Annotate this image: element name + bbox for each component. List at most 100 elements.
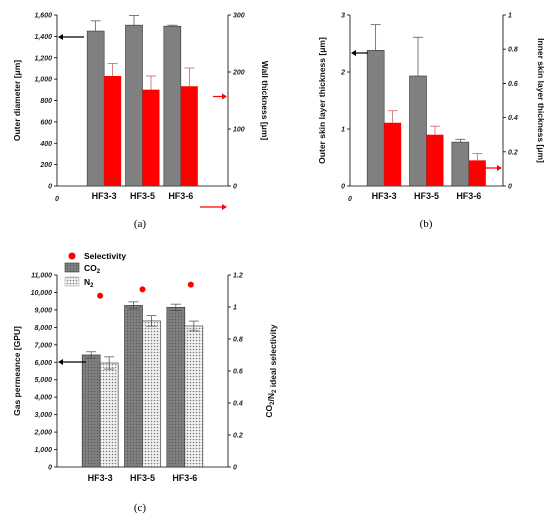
right-axis-arrow — [477, 165, 502, 171]
left-tick-label: 5,000 — [34, 377, 52, 384]
left-tick-label: 0 — [48, 465, 52, 472]
left-axis-title: Outer diameter [μm] — [12, 60, 22, 141]
legend-selectivity-marker — [68, 252, 76, 260]
chart-panel-2: 0 1 2 3 0 0.2 0.4 0.6 0.8 1 0 Outer skin layer thic… — [317, 13, 546, 231]
category-label: HF3-3 — [92, 191, 117, 201]
bar-series-1-hf3-3 — [384, 122, 402, 186]
bar-series-0-hf3-5 — [409, 75, 427, 187]
legend-selectivity-label: Selectivity — [84, 251, 126, 261]
left-tick-label: 0 — [341, 184, 345, 191]
category-label: HF3-6 — [168, 191, 193, 201]
category-label: HF3-6 — [172, 473, 197, 483]
left-tick-label: 9,000 — [34, 307, 52, 314]
right-axis-arrow — [200, 204, 227, 210]
left-axis-arrow — [351, 50, 368, 56]
left-tick-label: 6,000 — [34, 360, 52, 367]
right-tick-label: 0 — [233, 184, 237, 191]
right-tick-label: 0.6 — [508, 81, 518, 88]
right-axis-arrow — [213, 93, 227, 100]
bar-series-1-hf3-6 — [180, 86, 198, 186]
right-tick-label: 0 — [508, 184, 512, 191]
bar-co2-hf3-6 — [166, 306, 186, 468]
left-tick-label: 200 — [39, 162, 52, 169]
left-tick-label: 2,000 — [33, 430, 52, 437]
left-tick-label: 1,200 — [34, 55, 52, 62]
category-label: HF3-3 — [372, 191, 397, 201]
bar-series-0-hf3-5 — [125, 24, 143, 187]
left-tick-label: 3 — [341, 13, 345, 20]
left-tick-label: 11,000 — [31, 273, 52, 280]
chart-panel-3: 0 1,000 2,000 3,000 4,000 5,000 6,000 7,000 8,00… — [12, 204, 278, 514]
right-tick-label: 0.8 — [508, 47, 518, 54]
bar-n2-hf3-3 — [99, 362, 119, 468]
left-axis-arrow — [58, 359, 86, 365]
bar-co2-hf3-3 — [81, 354, 101, 468]
left-tick-label: 3,000 — [34, 412, 52, 419]
selectivity-point-hf3-6 — [187, 281, 194, 288]
selectivity-point-hf3-5 — [139, 286, 146, 293]
right-tick-label: 100 — [233, 127, 245, 134]
right-tick-label: 0.2 — [508, 149, 518, 156]
right-axis-title: Wall thickness [μm] — [260, 61, 270, 141]
legend-co2-label: CO2 — [84, 263, 101, 275]
right-tick-label: 300 — [233, 13, 245, 20]
left-tick-label: 7,000 — [34, 342, 52, 349]
left-tick-label: 4,000 — [33, 395, 52, 402]
right-axis-title: Inner skin layer thickness [μm] — [536, 38, 546, 163]
bar-series-1-hf3-5 — [426, 134, 444, 186]
left-tick-label: 0 — [48, 184, 52, 191]
right-tick-label: 0 — [233, 465, 237, 472]
bar-series-0-hf3-3 — [86, 30, 105, 187]
category-label: HF3-6 — [456, 191, 481, 201]
bar-series-1-hf3-5 — [142, 89, 160, 186]
left-axis-title: Gas permeance [GPU] — [12, 326, 22, 416]
right-tick-label: 0.4 — [233, 401, 243, 408]
left-tick-label: 8,000 — [34, 325, 52, 332]
chart-panel-1: 0 200 400 600 800 1,000 1,200 1,400 1,600 0 100 200… — [12, 13, 270, 231]
category-label: HF3-5 — [130, 473, 155, 483]
category-label: HF3-5 — [130, 191, 155, 201]
bar-series-1-hf3-3 — [104, 75, 122, 186]
right-tick-label: 200 — [232, 70, 245, 77]
right-tick-label: 0.2 — [233, 433, 243, 440]
legend-co2-swatch — [64, 262, 80, 273]
legend-n2-swatch — [64, 276, 80, 287]
left-tick-label: 1,000 — [34, 77, 52, 84]
category-label: HF3-5 — [414, 191, 439, 201]
right-tick-label: 1 — [508, 13, 512, 20]
right-tick-label: 1.2 — [233, 273, 243, 280]
left-tick-label: 1 — [341, 127, 345, 134]
panel-label: (c) — [134, 502, 147, 514]
left-tick-label: 10,000 — [31, 290, 53, 297]
x-origin-label: 0 — [55, 196, 59, 203]
legend-n2-label: N2 — [84, 277, 94, 289]
bar-n2-hf3-6 — [184, 325, 204, 468]
bar-series-0-hf3-3 — [366, 50, 385, 187]
left-axis-arrow — [58, 34, 84, 40]
left-tick-label: 1,000 — [34, 447, 52, 454]
legend: Selectivity CO2 N2 — [64, 251, 126, 289]
x-origin-label: 0 — [348, 196, 352, 203]
right-tick-label: 0.6 — [233, 369, 243, 376]
left-tick-label: 600 — [40, 119, 52, 126]
left-tick-label: 1,600 — [34, 13, 52, 20]
left-tick-label: 2 — [340, 70, 345, 77]
panel-label: (b) — [420, 218, 433, 230]
bar-series-0-hf3-6 — [163, 25, 182, 187]
bar-n2-hf3-5 — [142, 320, 161, 468]
right-axis-title: CO2/N2 ideal selectivity — [264, 324, 278, 417]
right-tick-label: 0.8 — [233, 337, 243, 344]
right-tick-label: 0.4 — [508, 115, 518, 122]
bar-series-1-hf3-6 — [468, 160, 486, 186]
bar-series-0-hf3-6 — [451, 141, 470, 187]
selectivity-point-hf3-3 — [97, 292, 104, 299]
left-tick-label: 400 — [39, 141, 52, 148]
left-tick-label: 1,400 — [34, 34, 52, 41]
panel-label: (a) — [134, 218, 147, 230]
bar-co2-hf3-5 — [124, 305, 143, 468]
chart-layer: 02004006008001,0001,2001,4001,6000100200… — [12, 13, 546, 515]
category-label: HF3-3 — [88, 473, 113, 483]
right-tick-label: 1 — [233, 305, 237, 312]
left-axis-title: Outer skin layer thickness [μm] — [317, 37, 327, 164]
